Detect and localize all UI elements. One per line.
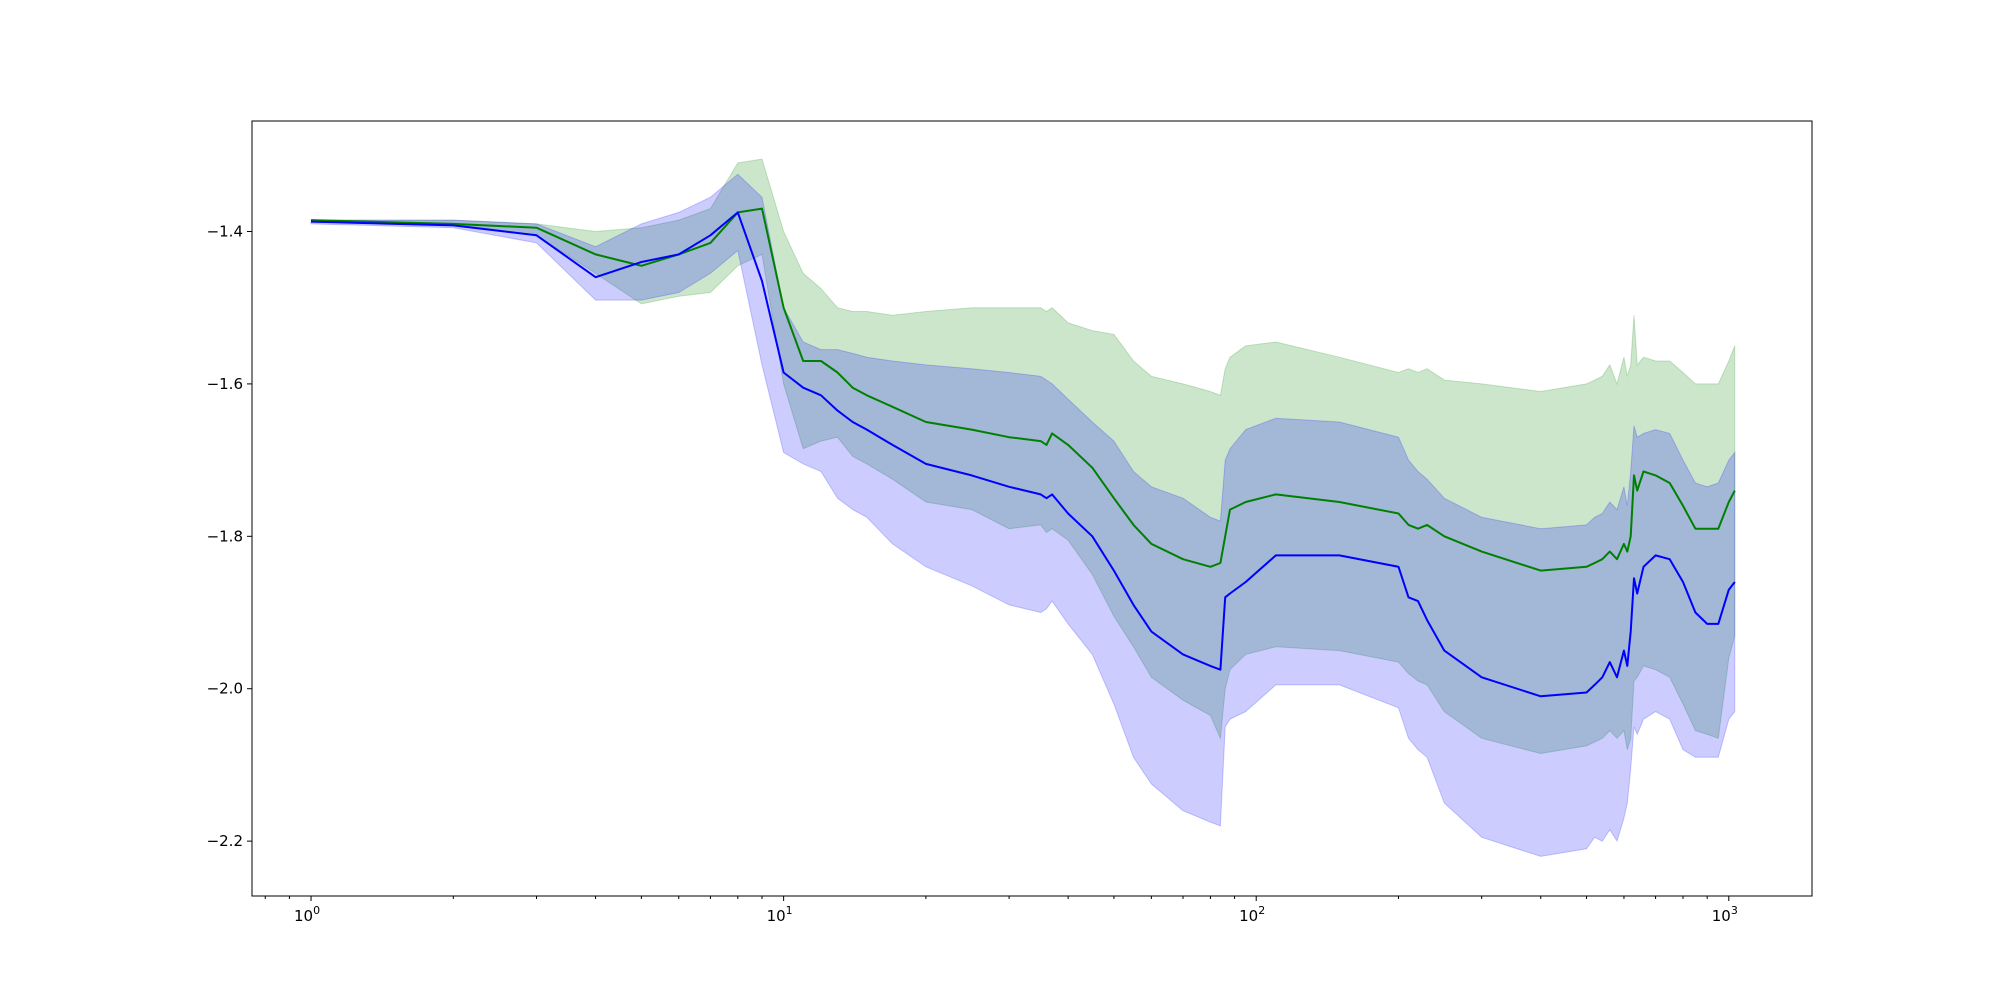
series-1-line	[310, 207, 1736, 572]
x-tick-exponent: 0	[313, 904, 320, 917]
series-2-band	[310, 173, 1736, 857]
x-tick-label: 100	[294, 904, 320, 925]
y-tick-label: −2.2	[207, 832, 243, 850]
x-tick-label: 102	[1239, 904, 1265, 925]
y-tick-label: −1.8	[207, 527, 243, 545]
x-tick-base: 10	[294, 907, 313, 925]
plot-area	[310, 158, 1736, 857]
y-tick-label: −2.0	[207, 680, 243, 698]
x-tick-label: 101	[767, 904, 793, 925]
x-tick-exponent: 1	[786, 904, 793, 917]
x-tick-base: 10	[1712, 907, 1731, 925]
x-tick-label: 103	[1712, 904, 1738, 925]
y-tick-label: −1.4	[207, 222, 243, 240]
x-tick-base: 10	[767, 907, 786, 925]
y-tick-label: −1.6	[207, 375, 243, 393]
x-tick-exponent: 2	[1258, 904, 1265, 917]
x-tick-exponent: 3	[1731, 904, 1738, 917]
series-2-line	[310, 211, 1736, 698]
x-tick-base: 10	[1239, 907, 1258, 925]
axes-frame	[251, 120, 1813, 897]
